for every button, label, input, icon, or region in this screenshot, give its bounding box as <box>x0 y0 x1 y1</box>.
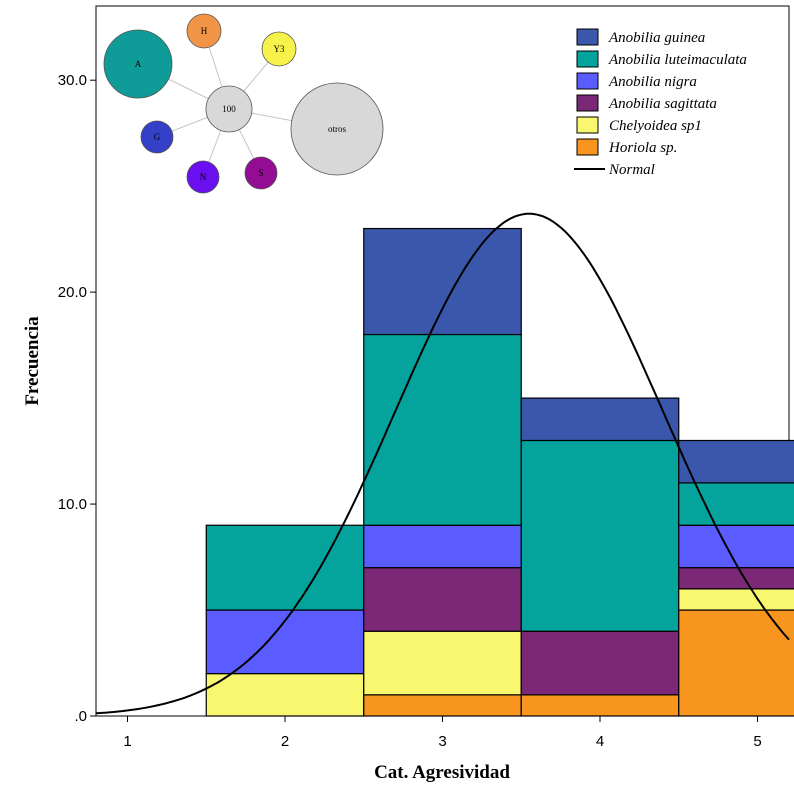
network-node-label: G <box>154 132 161 142</box>
legend: Anobilia guinea Anobilia luteimaculata Ano… <box>574 28 747 178</box>
network-node-label: N <box>200 172 207 182</box>
bar-segment-anobilia-guinea-4 <box>520 397 680 442</box>
network-node-label: Y3 <box>274 44 285 54</box>
bar-segment-anobilia-sagittata-3 <box>363 567 522 632</box>
x-tick-label: 1 <box>123 733 131 750</box>
y-tick-label: 10.0 <box>58 496 87 513</box>
network-node-s <box>244 156 278 190</box>
bar-segment-anobilia-guinea-3 <box>363 227 522 336</box>
network-node-label: H <box>201 26 208 36</box>
x-axis-ticks: 1 2 3 4 5 <box>123 716 762 750</box>
bar-segment-anobilia-sagittata-5 <box>678 567 794 590</box>
bar-segment-chelyoidea-sp1-3 <box>363 630 522 696</box>
bar-segment-anobilia-nigra-5 <box>678 524 794 569</box>
legend-swatch-anobilia-luteimaculata <box>576 50 599 68</box>
x-tick-label: 5 <box>753 733 761 750</box>
network-node-label: otros <box>328 124 346 134</box>
bar-segment-anobilia-sagittata-4 <box>520 630 680 696</box>
network-node-h <box>186 13 222 49</box>
bar-segment-anobilia-nigra-3 <box>363 524 522 569</box>
x-tick-label: 3 <box>438 733 446 750</box>
legend-label-anobilia-luteimaculata: Anobilia luteimaculata <box>608 52 747 68</box>
legend-swatch-anobilia-nigra <box>576 72 599 90</box>
x-tick-label: 2 <box>281 733 289 750</box>
bar-segment-chelyoidea-sp1-5 <box>678 588 794 611</box>
y-tick-label: 20.0 <box>58 284 87 301</box>
network-node-g <box>140 120 174 154</box>
y-axis-title: Frecuencia <box>22 316 43 406</box>
legend-label-anobilia-sagittata: Anobilia sagittata <box>608 96 717 112</box>
normal-curve <box>95 212 790 715</box>
network-center-label: 100 <box>222 104 236 114</box>
bar-segment-anobilia-guinea-5 <box>678 439 794 484</box>
bars-group <box>205 227 794 717</box>
y-axis-ticks: .0 10.0 20.0 30.0 <box>58 72 96 725</box>
legend-label-normal: Normal <box>608 162 655 178</box>
y-tick-label: .0 <box>74 708 87 725</box>
x-axis-title: Cat. Agresividad <box>374 762 510 783</box>
y-tick-label: 30.0 <box>58 72 87 89</box>
bar-segment-anobilia-luteimaculata-3 <box>363 333 522 526</box>
network-node-center <box>205 85 253 133</box>
legend-swatch-horiola-sp <box>576 138 599 156</box>
network-node-n <box>186 160 220 194</box>
legend-swatch-anobilia-sagittata <box>576 94 599 112</box>
bar-segment-horiola-sp-5 <box>678 609 794 717</box>
network-node-a <box>103 29 173 99</box>
bar-segment-chelyoidea-sp1-2 <box>205 673 365 717</box>
network-node-label: A <box>135 59 142 69</box>
legend-label-anobilia-nigra: Anobilia nigra <box>608 74 697 90</box>
network-node-label: S <box>258 168 263 178</box>
bar-segment-anobilia-luteimaculata-2 <box>205 524 365 611</box>
bar-segment-anobilia-luteimaculata-5 <box>678 482 794 526</box>
network-node-y3 <box>261 31 297 67</box>
legend-label-chelyoidea-sp1: Chelyoidea sp1 <box>609 118 702 134</box>
legend-label-anobilia-guinea: Anobilia guinea <box>608 30 705 46</box>
bar-segment-horiola-sp-4 <box>520 694 680 717</box>
network-node-otros <box>290 82 384 176</box>
legend-swatch-anobilia-guinea <box>576 28 599 46</box>
bar-segment-horiola-sp-3 <box>363 694 522 717</box>
legend-swatch-chelyoidea-sp1 <box>576 116 599 134</box>
legend-label-horiola-sp: Horiola sp. <box>608 140 677 156</box>
inset-network-diagram: A H Y3 otros S N G 100 <box>103 13 384 194</box>
x-tick-label: 4 <box>596 733 604 750</box>
bar-segment-anobilia-luteimaculata-4 <box>520 439 680 632</box>
